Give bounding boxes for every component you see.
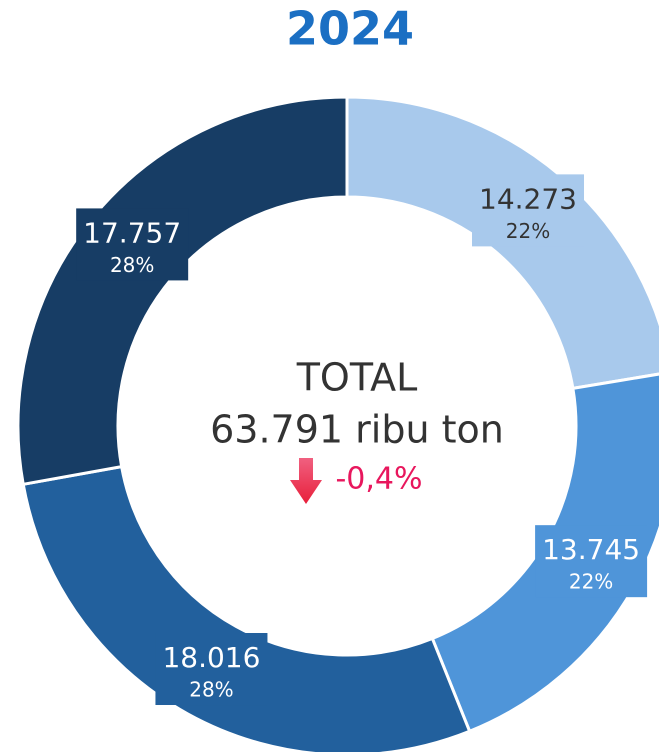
value-label: 17.757	[83, 216, 181, 249]
center-label: TOTAL	[296, 356, 418, 400]
percent-label: 22%	[506, 219, 550, 243]
donut-segment	[16, 95, 349, 487]
value-label: 18.016	[162, 641, 260, 674]
label-background	[76, 208, 189, 281]
total-label: 63.791 ribu ton	[210, 408, 504, 452]
value-label: 13.745	[542, 533, 640, 566]
data-labels: 14.273 22% 13.745 22% 18.016 28% 17.757 28%	[76, 174, 648, 706]
value-label: 14.273	[479, 182, 577, 215]
label-background	[155, 633, 268, 706]
label-background	[535, 525, 648, 598]
change-label: -0,4%	[335, 462, 422, 497]
percent-label: 22%	[569, 570, 613, 594]
chart-title: 2024	[286, 2, 414, 56]
percent-label: 28%	[189, 678, 233, 702]
donut-segment	[21, 464, 472, 752]
percent-label: 28%	[110, 253, 154, 277]
label-background	[472, 174, 585, 247]
down-arrow	[290, 458, 322, 504]
